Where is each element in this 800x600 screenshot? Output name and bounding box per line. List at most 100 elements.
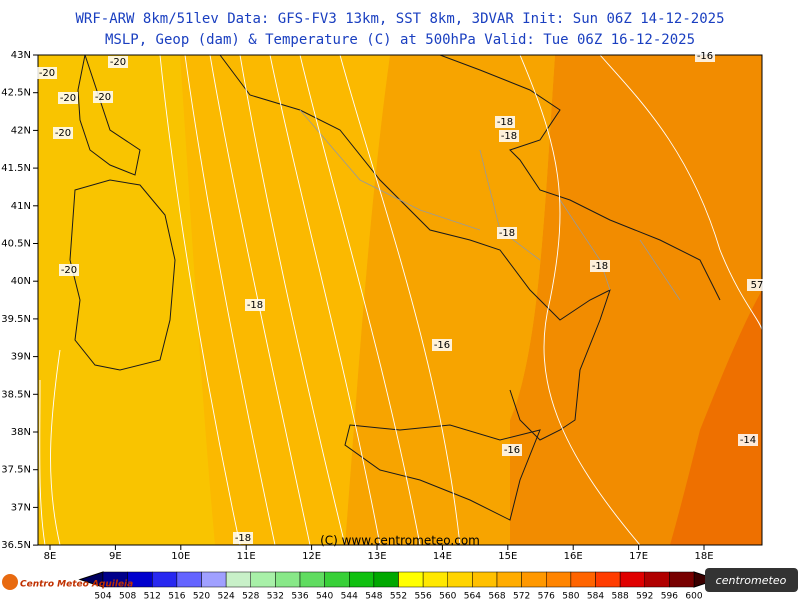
right-logo: [705, 568, 798, 592]
contour-label: -20: [55, 128, 71, 139]
logo-icon: [2, 574, 18, 590]
header-line2: MSLP, Geop (dam) & Temperature (C) at 50…: [105, 32, 695, 48]
colorbar-box: [324, 571, 350, 588]
contour-label-bg: [233, 532, 253, 544]
colorbar-label: 600: [685, 592, 702, 600]
contour-label-bg: [58, 92, 78, 104]
contour-label: 57: [751, 280, 764, 291]
contour-label: -18: [501, 131, 517, 142]
colorbar-label: 548: [365, 592, 382, 600]
contour-label: -18: [592, 261, 608, 272]
colorbar-label: 584: [587, 592, 604, 600]
lat-label: 39.5N: [1, 314, 31, 325]
map-frame: [37, 54, 763, 546]
contour-label: -18: [235, 533, 251, 544]
lat-label: 41N: [11, 201, 31, 212]
contour-label-bg: [432, 339, 452, 351]
contour-label: -16: [504, 445, 520, 456]
lat-label: 36.5N: [1, 540, 31, 551]
contour-label: -20: [61, 265, 77, 276]
colorbar-label: 596: [661, 592, 678, 600]
lon-label: 12E: [302, 551, 321, 562]
colorbar: 504 508 512 516 520 524 528 532 536 540 544 548 552 5…: [78, 571, 719, 600]
contour-label: -20: [95, 92, 111, 103]
colorbar-box: [225, 571, 251, 588]
colorbar-box: [644, 571, 670, 588]
lon-label: 15E: [498, 551, 517, 562]
colorbar-box: [250, 571, 276, 588]
contour-label: -18: [247, 300, 263, 311]
colorbar-box: [619, 571, 645, 588]
lon-label: 16E: [564, 551, 583, 562]
colorbar-label: 588: [612, 592, 629, 600]
colorbar-box: [496, 571, 522, 588]
contour-label-bg: [499, 130, 519, 142]
colorbar-label: 540: [316, 592, 333, 600]
lat-label: 43N: [11, 50, 31, 61]
lon-label: 14E: [433, 551, 452, 562]
colorbar-label: 508: [119, 592, 136, 600]
lat-label: 40.5N: [1, 239, 31, 250]
header-line1: WRF-ARW 8km/51lev Data: GFS-FV3 13km, SS…: [75, 11, 724, 27]
contour-label-bg: [53, 127, 73, 139]
lon-label: 8E: [44, 551, 57, 562]
colorbar-label: 576: [538, 592, 555, 600]
colorbar-label: 572: [513, 592, 530, 600]
colorbar-label: 560: [439, 592, 456, 600]
colorbar-label: 544: [341, 592, 358, 600]
contour-label: -20: [60, 93, 76, 104]
colorbar-label: 516: [168, 592, 185, 600]
contour-label-bg: [108, 56, 128, 68]
lon-label: 10E: [171, 551, 190, 562]
colorbar-box: [299, 571, 325, 588]
colorbar-label: 528: [242, 592, 259, 600]
lat-label: 40N: [11, 276, 31, 287]
contour-label-bg: [245, 299, 265, 311]
contour-label: -16: [697, 51, 713, 62]
lon-label: 18E: [694, 551, 713, 562]
colorbar-box: [472, 571, 498, 588]
lat-label: 37N: [11, 502, 31, 513]
colorbar-label: 532: [267, 592, 284, 600]
colorbar-box: [422, 571, 448, 588]
colorbar-box: [176, 571, 202, 588]
contour-label-bg: [495, 116, 515, 128]
contour-label: -20: [39, 68, 55, 79]
lat-label: 42.5N: [1, 88, 31, 99]
colorbar-box: [546, 571, 572, 588]
lon-label: 11E: [237, 551, 256, 562]
colorbar-box: [398, 571, 424, 588]
contour-label: -14: [740, 435, 756, 446]
contour-label-bg: [695, 50, 715, 62]
contour-label: -18: [499, 228, 515, 239]
credit: (C) www.centrometeo.com: [320, 534, 480, 548]
contour-label-bg: [37, 67, 57, 79]
colorbar-box: [152, 571, 178, 588]
colorbar-label: 536: [291, 592, 308, 600]
colorbar-box: [595, 571, 621, 588]
contour-label: -16: [434, 340, 450, 351]
contour-label-bg: [502, 444, 522, 456]
contour-label: -20: [110, 57, 126, 68]
lat-label: 37.5N: [1, 465, 31, 476]
lon-label: 17E: [629, 551, 648, 562]
colorbar-label: 504: [94, 592, 111, 600]
colorbar-label: 592: [636, 592, 653, 600]
colorbar-box: [669, 571, 695, 588]
colorbar-label: 568: [488, 592, 505, 600]
colorbar-box: [349, 571, 375, 588]
left-logo-text: Centro Meteo Aquileia: [20, 580, 133, 590]
map: [38, 55, 762, 545]
colorbar-box: [570, 571, 596, 588]
colorbar-label: 512: [144, 592, 161, 600]
lon-label: 13E: [367, 551, 386, 562]
lat-label: 42N: [11, 125, 31, 136]
contour-label-bg: [590, 260, 610, 272]
colorbar-label: 520: [193, 592, 210, 600]
lat-label: 38N: [11, 427, 31, 438]
colorbar-box: [275, 571, 301, 588]
colorbar-box: [447, 571, 473, 588]
right-logo-text: centrometeo: [716, 574, 787, 587]
contour-label: -18: [497, 117, 513, 128]
lon-label: 9E: [109, 551, 122, 562]
